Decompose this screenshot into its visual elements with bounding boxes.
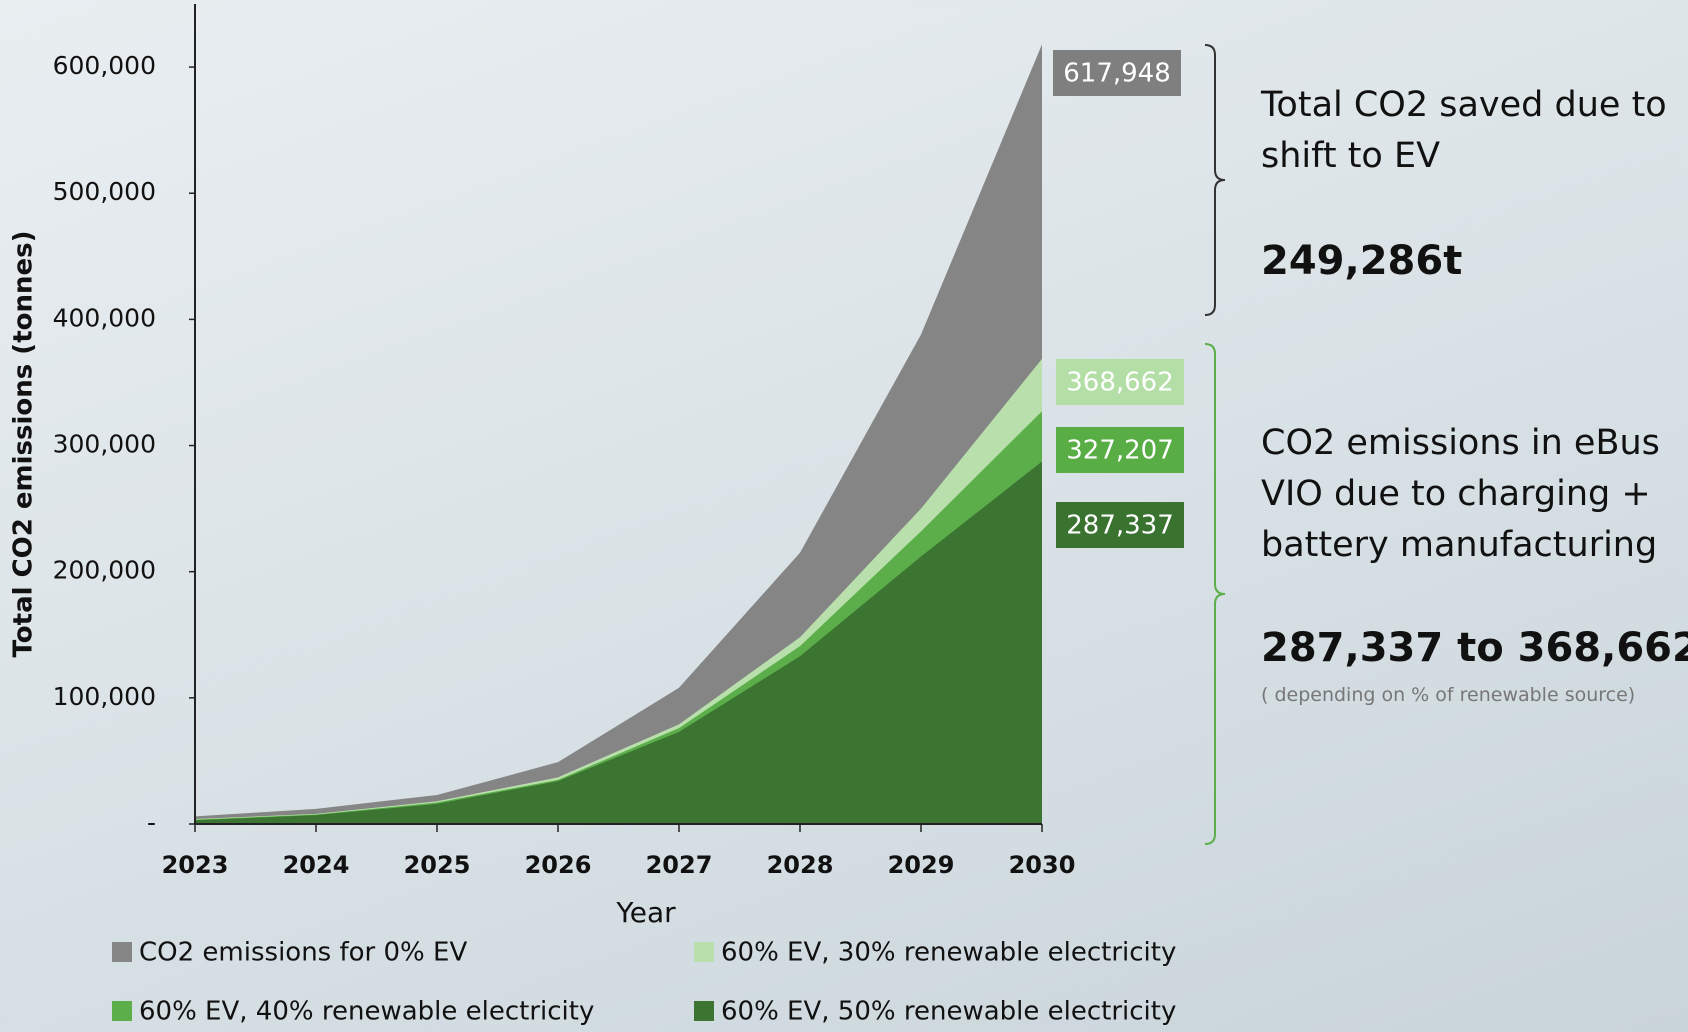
value-label: 287,337: [1066, 511, 1174, 541]
annotation: ( depending on % of renewable source): [1261, 684, 1635, 706]
x-tick-label: 2029: [888, 851, 955, 879]
annotation: CO2 emissions in eBus VIO due to chargin…: [1261, 418, 1681, 571]
gray-brace: [1205, 45, 1225, 315]
y-tick-label: -: [147, 808, 156, 837]
y-axis-title: Total CO2 emissions (tonnes): [9, 231, 39, 658]
y-tick-label: 300,000: [53, 430, 156, 459]
annotation: 287,337 to 368,662t: [1261, 625, 1688, 671]
y-tick-label: 400,000: [53, 303, 156, 332]
green-brace: [1205, 344, 1225, 844]
y-tick-label: 100,000: [53, 682, 156, 711]
x-tick-label: 2027: [646, 851, 713, 879]
legend-label: 60% EV, 30% renewable electricity: [721, 938, 1176, 968]
value-label: 368,662: [1066, 368, 1174, 398]
legend-swatch: [112, 1001, 132, 1021]
y-tick-label: 600,000: [53, 51, 156, 80]
annotation: 249,286t: [1261, 238, 1462, 284]
value-label: 617,948: [1063, 59, 1171, 89]
x-axis-title: Year: [615, 896, 676, 929]
legend-swatch: [112, 942, 132, 962]
page: Year Total CO2 emissions (tonnes) - 100,0…: [0, 0, 1688, 1032]
legend-label: CO2 emissions for 0% EV: [139, 938, 467, 968]
legend-label: 60% EV, 40% renewable electricity: [139, 997, 594, 1027]
y-tick-label: 500,000: [53, 177, 156, 206]
x-tick-label: 2024: [283, 851, 350, 879]
legend-swatch: [694, 1001, 714, 1021]
value-label: 327,207: [1066, 436, 1174, 466]
y-tick-label: 200,000: [53, 556, 156, 585]
legend-swatch: [694, 942, 714, 962]
annotation: Total CO2 saved due to shift to EV: [1261, 80, 1681, 182]
x-tick-label: 2023: [162, 851, 229, 879]
x-tick-label: 2026: [525, 851, 592, 879]
legend-label: 60% EV, 50% renewable electricity: [721, 997, 1176, 1027]
x-tick-label: 2028: [767, 851, 834, 879]
x-tick-label: 2025: [404, 851, 471, 879]
x-tick-label: 2030: [1009, 851, 1076, 879]
